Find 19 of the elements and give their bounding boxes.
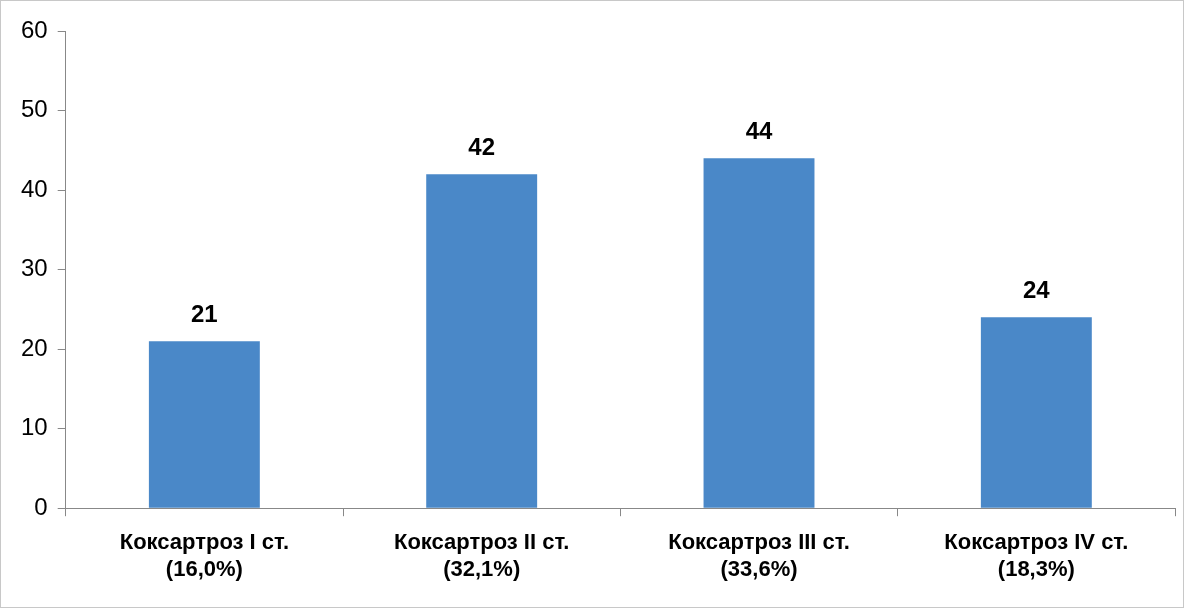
y-tick-label: 30	[20, 254, 48, 282]
y-tick-label: 60	[20, 15, 48, 43]
x-tick-label: Коксартроз II ст. (32,1%)	[393, 529, 570, 581]
y-tick-label: 0	[34, 492, 48, 520]
x-tick-label: Коксартроз III ст. (33,6%)	[668, 529, 850, 581]
y-tick-label: 10	[20, 413, 48, 441]
bar	[980, 317, 1092, 508]
x-tick-label: Коксартроз I ст. (16,0%)	[119, 529, 290, 581]
x-tick-label: Коксартроз IV ст. (18,3%)	[944, 529, 1129, 581]
data-label: 42	[468, 132, 496, 160]
y-tick-label: 40	[20, 174, 48, 202]
data-label: 44	[745, 116, 774, 144]
data-label: 24	[1022, 275, 1051, 303]
y-tick-label: 50	[20, 95, 48, 123]
y-tick-label: 20	[20, 333, 48, 361]
data-label: 21	[191, 299, 218, 327]
bar	[426, 174, 538, 508]
bar	[148, 341, 260, 508]
bar	[703, 158, 815, 508]
